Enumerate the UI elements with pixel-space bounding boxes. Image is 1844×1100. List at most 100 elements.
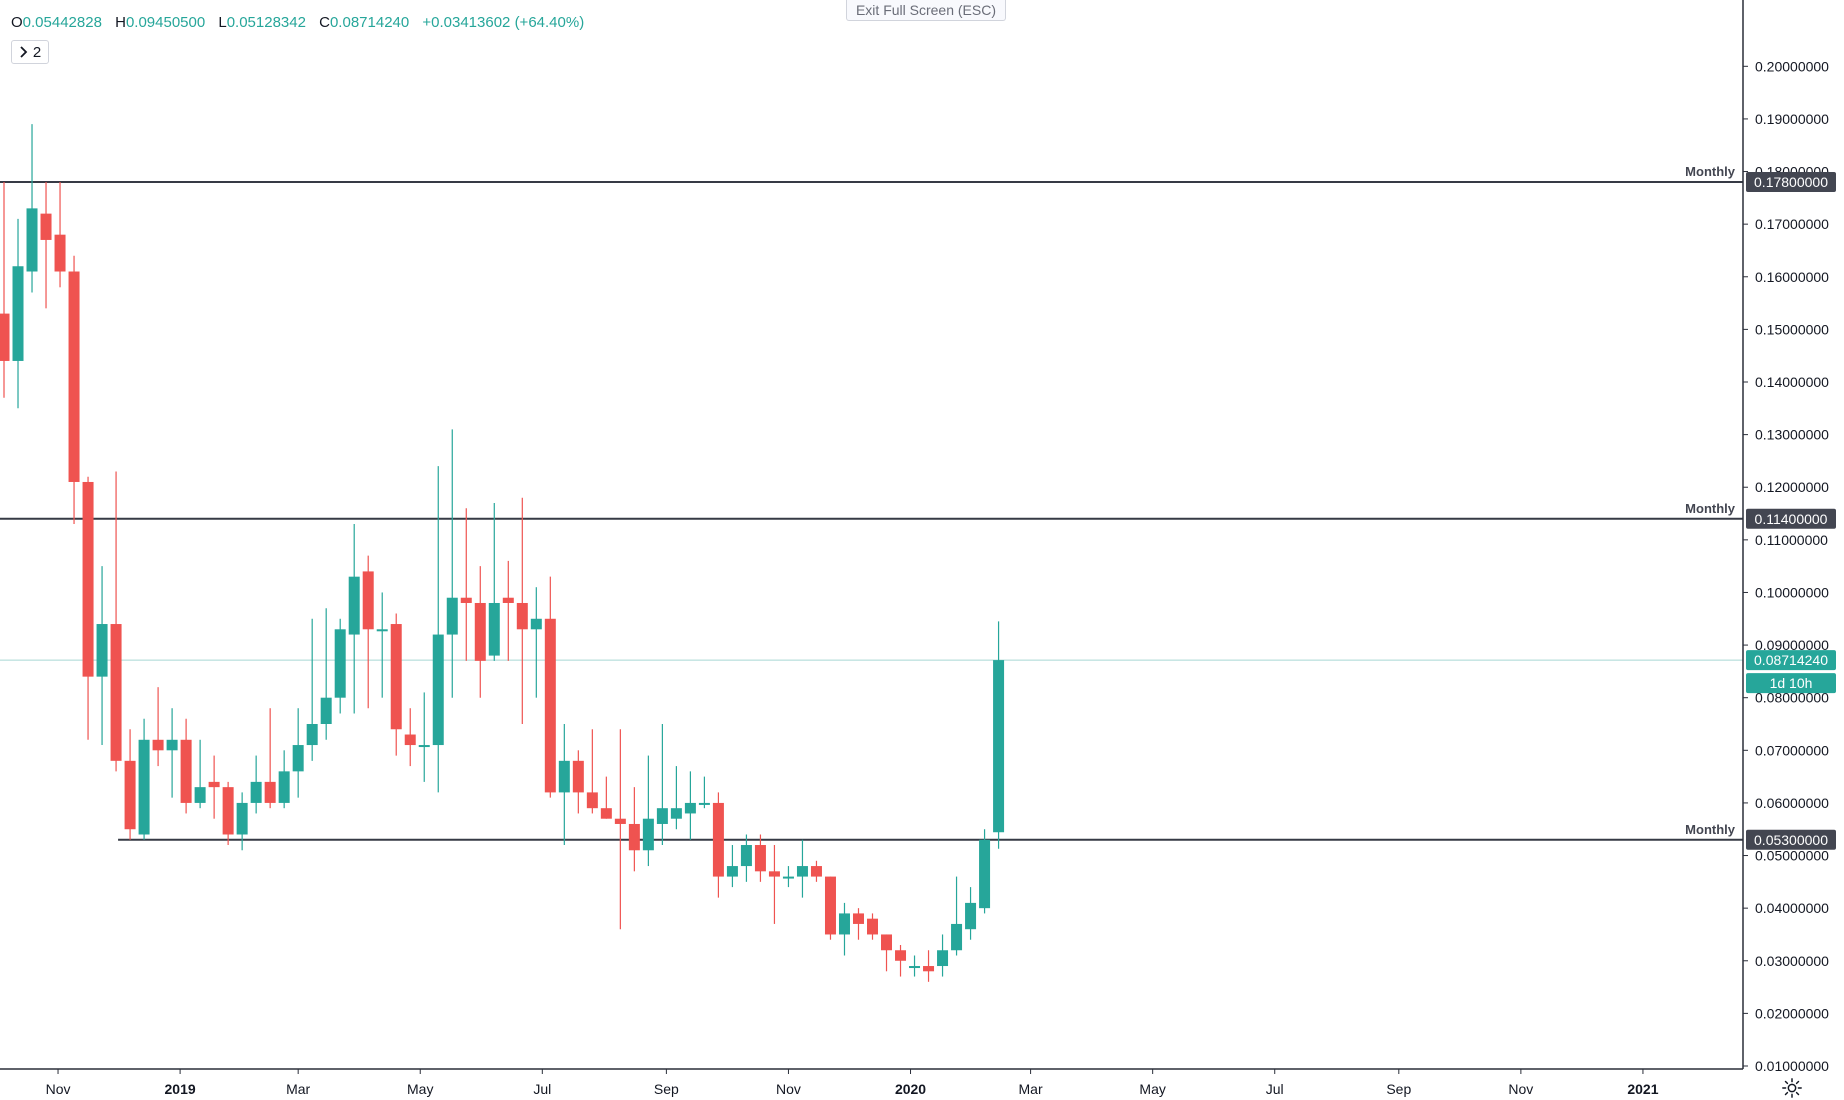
time-tick-label: Sep [654, 1081, 679, 1097]
candle-body [278, 771, 290, 803]
candle-body [670, 808, 682, 819]
candle-body [362, 571, 374, 630]
time-tick-label: 2020 [895, 1081, 926, 1097]
change-value: +0.03413602 (+64.40%) [422, 14, 585, 31]
candle-body [110, 624, 122, 761]
candle-body [474, 602, 486, 661]
candle-body [432, 634, 444, 746]
time-tick-label: Mar [286, 1081, 310, 1097]
candle-body [208, 781, 220, 788]
candle-body [810, 866, 822, 877]
candle-body [264, 781, 276, 803]
indicators-toggle-button[interactable]: 2 [11, 40, 49, 64]
price-tick-label: 0.01000000 [1755, 1058, 1829, 1074]
level-price-label: 0.17800000 [1754, 174, 1828, 190]
high-key: H [115, 14, 126, 31]
candle-body [628, 823, 640, 851]
indicators-count: 2 [32, 43, 42, 61]
bar-countdown-label-bg [1746, 673, 1836, 694]
candle-body [965, 902, 977, 930]
level-price-label: 0.05300000 [1754, 832, 1828, 848]
level-price-label: 0.11400000 [1755, 511, 1828, 527]
exit-fullscreen-button[interactable]: Exit Full Screen (ESC) [846, 0, 1006, 21]
chevron-right-icon [20, 46, 28, 58]
candle-body [642, 818, 654, 851]
candle-body [881, 934, 893, 951]
candle-body [796, 866, 808, 877]
candle-body [923, 966, 935, 972]
time-tick-label: Mar [1019, 1081, 1043, 1097]
candle-body [600, 808, 612, 819]
time-axis[interactable]: Nov 2019 Mar May Jul Sep Nov 2020 Mar May Jul Sep No… [46, 1069, 1659, 1097]
candle-body [334, 629, 346, 698]
price-tick-label: 0.15000000 [1755, 321, 1829, 337]
price-tick-label: 0.09000000 [1755, 637, 1829, 653]
candle-body [390, 624, 402, 730]
candle-body [124, 760, 136, 830]
level-price-label-bg [1746, 829, 1836, 850]
price-axis[interactable]: 0.01000000 0.02000000 0.03000000 0.04000000… [1743, 58, 1829, 1074]
candle-body [306, 724, 318, 746]
candle-body [698, 802, 710, 805]
candle-body [0, 313, 10, 361]
candle-body [376, 629, 388, 632]
time-tick-label: Jul [533, 1081, 551, 1097]
price-tick-label: 0.04000000 [1755, 900, 1829, 916]
candle-body [614, 818, 626, 824]
open-key: O [11, 14, 23, 31]
candle-body [712, 802, 724, 877]
candle-body [824, 876, 836, 935]
time-tick-label: May [1139, 1081, 1165, 1097]
price-tick-label: 0.17000000 [1755, 216, 1829, 232]
price-tick-label: 0.02000000 [1755, 1005, 1829, 1021]
candle-body [530, 618, 542, 630]
candle-body [460, 597, 472, 603]
low-value: 0.05128342 [226, 14, 306, 31]
candle-body [782, 876, 794, 879]
level-label: Monthly [1685, 822, 1736, 837]
candle-body [138, 739, 150, 835]
candle-body [166, 739, 178, 751]
price-labels: 0.17800000 0.11400000 0.05300000 0.08714240… [1746, 172, 1836, 850]
candle-body [684, 802, 696, 814]
time-tick-label: May [407, 1081, 433, 1097]
candle-body [180, 739, 192, 803]
price-tick-label: 0.05000000 [1755, 848, 1829, 864]
candle-body [909, 966, 921, 969]
ohlc-legend: O0.05442828 H0.09450500 L0.05128342 C0.0… [11, 14, 584, 31]
price-tick-label: 0.12000000 [1755, 479, 1829, 495]
price-tick-label: 0.19000000 [1755, 111, 1829, 127]
candle-body [544, 618, 556, 793]
candle-body [516, 602, 528, 630]
candle-body [194, 787, 206, 803]
time-tick-label: 2019 [165, 1081, 196, 1097]
price-tick-label: 0.14000000 [1755, 374, 1829, 390]
candle-body [54, 234, 66, 272]
candles-group [0, 124, 1005, 982]
price-tick-label: 0.07000000 [1755, 742, 1829, 758]
gear-icon[interactable] [1781, 1077, 1803, 1099]
candle-body [250, 781, 262, 803]
close-value: 0.08714240 [329, 14, 410, 31]
time-tick-label: Jul [1266, 1081, 1284, 1097]
candle-body [404, 734, 416, 746]
candle-body [852, 913, 864, 924]
candle-body [993, 660, 1005, 833]
candle-body [768, 871, 780, 877]
price-tick-label: 0.20000000 [1755, 58, 1829, 74]
support-resistance-levels: Monthly Monthly Monthly [0, 164, 1743, 841]
high-value: 0.09450500 [125, 14, 206, 31]
candle-body [446, 597, 458, 635]
candle-body [488, 602, 500, 656]
candle-body [236, 802, 248, 835]
last-price-label: 0.08714240 [1754, 652, 1828, 668]
price-tick-label: 0.10000000 [1755, 584, 1829, 600]
candle-body [26, 208, 38, 272]
candle-body [152, 739, 164, 751]
level-label: Monthly [1685, 164, 1736, 179]
candle-body [656, 808, 668, 824]
time-tick-label: Nov [776, 1081, 801, 1097]
low-key: L [218, 14, 227, 31]
